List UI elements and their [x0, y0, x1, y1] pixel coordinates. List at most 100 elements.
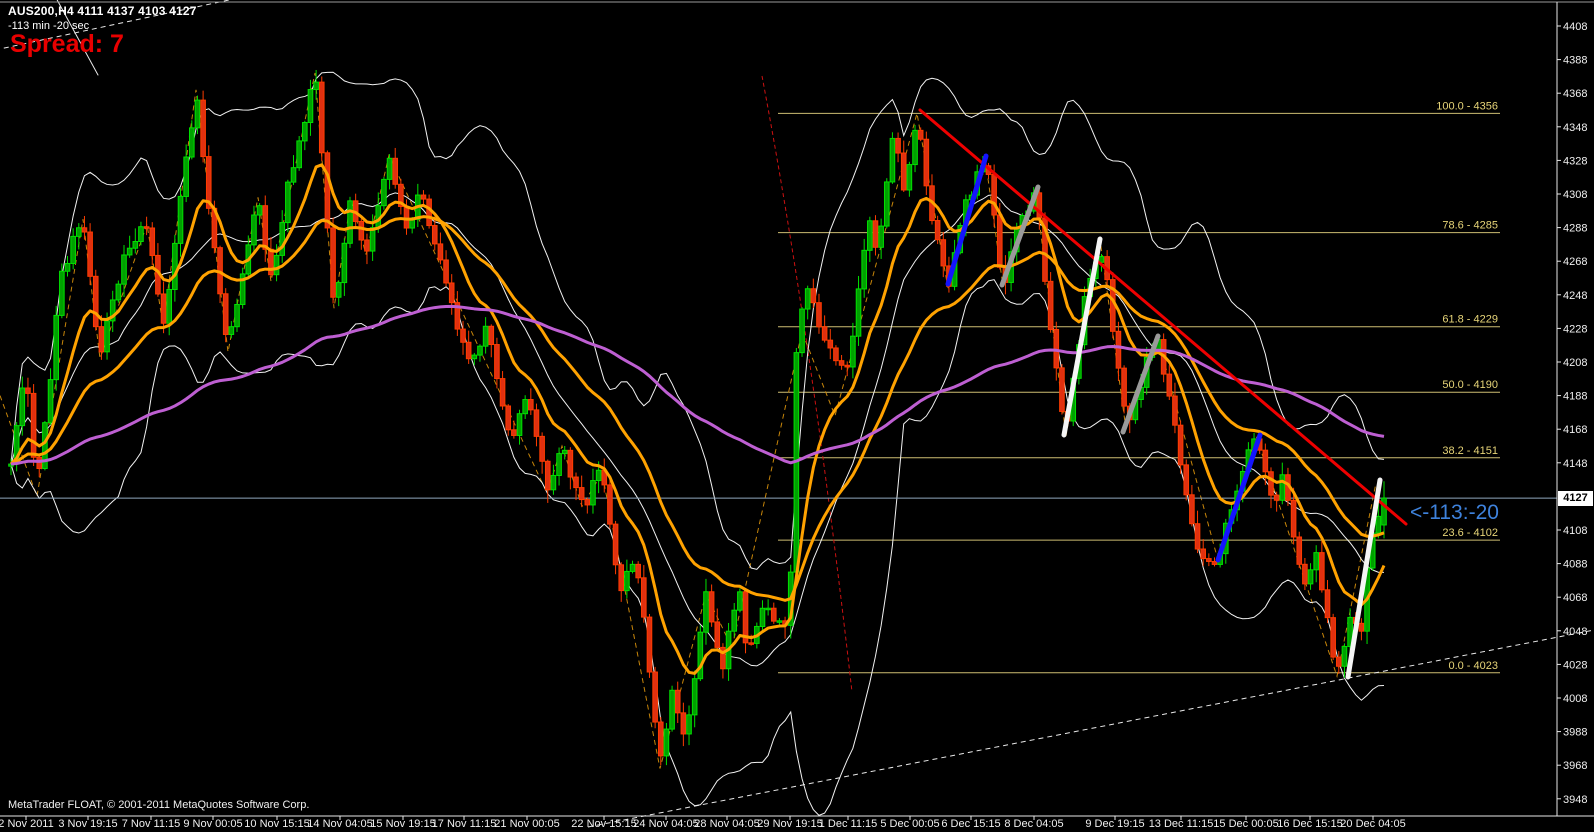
candle-bear [816, 302, 822, 328]
trendline-blue-swing-1[interactable] [945, 153, 989, 287]
time-tick-label: 17 Nov 11:15 [432, 818, 497, 830]
candle-bull [1375, 515, 1382, 534]
candle-bear [98, 326, 105, 353]
bar-countdown-timer: -113 min -20 sec [8, 20, 90, 32]
fib-level-label: 38.2 - 4151 [1442, 445, 1498, 457]
trendline-gray-swing-1[interactable] [999, 184, 1041, 288]
trendline-gray-swing-2[interactable] [1120, 333, 1161, 435]
candle-bear [398, 183, 404, 207]
symbol-title: AUS200,H4 4111 4137 4103 4127 [8, 4, 197, 18]
candle-bear [1302, 563, 1308, 585]
ema-fast-orange [9, 163, 1386, 675]
trendline-white-swing-2[interactable] [1345, 477, 1383, 680]
candle-bull [1098, 256, 1105, 263]
candle-bear [1335, 656, 1342, 667]
candle-bear [330, 227, 336, 298]
trend-objects[interactable] [55, 0, 1408, 680]
candle-bear [821, 326, 828, 341]
candle-bull [183, 156, 189, 197]
candle-bull [861, 249, 867, 290]
candle-bear [494, 344, 500, 380]
fib-level-label: 50.0 - 4190 [1442, 379, 1498, 391]
candle-bull [228, 326, 235, 335]
candle-bull [804, 288, 811, 310]
candle-bull [251, 214, 257, 246]
candle-bear [917, 129, 924, 140]
time-tick-label: 9 Dec 19:15 [1085, 818, 1144, 830]
candle-bear [612, 523, 619, 566]
candle-bear [1324, 589, 1331, 619]
trendline-white-dashed-support[interactable] [587, 629, 1594, 828]
candle-bull [256, 205, 263, 216]
price-tick-label: 4168 [1563, 424, 1587, 436]
trendline-red-downtrend[interactable] [918, 108, 1408, 526]
candle-bear [533, 409, 540, 437]
candle-bear [635, 563, 641, 579]
time-tick-label: 5 Dec 00:05 [880, 818, 939, 830]
candle-bull [115, 283, 122, 301]
trendline-blue-swing-2[interactable] [1215, 432, 1263, 563]
candle-bear [25, 387, 31, 394]
candle-bull [121, 254, 127, 285]
trendline-white-solid-topleft[interactable] [55, 0, 99, 76]
trendline-white-dashed-upper[interactable] [0, 0, 243, 50]
time-tick-label: 8 Dec 04:05 [1004, 818, 1063, 830]
price-tick-label: 3968 [1563, 760, 1587, 772]
candle-bear [222, 293, 229, 335]
candle-bull [906, 164, 913, 191]
candle-bull [686, 714, 692, 735]
candle-bear [30, 392, 37, 458]
candle-bear [1172, 395, 1178, 426]
candle-bear [838, 360, 845, 366]
candle-bear [1189, 494, 1195, 525]
time-tick-label: 6 Dec 15:15 [941, 818, 1000, 830]
candle-bear [1183, 464, 1190, 496]
candle-bear [923, 138, 930, 187]
candle-bull [624, 570, 630, 592]
time-axis[interactable]: 2 Nov 2011 3 Nov 19:15 7 Nov 11:15 9 Nov 00… [0, 816, 1406, 830]
price-tick-label: 4308 [1563, 189, 1587, 201]
candle-bull [776, 620, 783, 623]
candle-bull [172, 242, 178, 290]
candle-bear [92, 275, 99, 328]
candle-bear [844, 364, 851, 368]
candle-bear [420, 194, 427, 200]
price-tick-label: 4248 [1563, 290, 1587, 302]
candle-bull [1347, 616, 1353, 648]
candle-bull [697, 631, 704, 680]
candle-bear [149, 227, 156, 256]
price-tick-label: 4028 [1563, 659, 1587, 671]
price-tick-label: 3988 [1563, 727, 1587, 739]
candle-bear [205, 156, 212, 209]
candle-bull [477, 345, 483, 356]
red-dashed-arc[interactable] [761, 75, 853, 693]
candle-bull [335, 282, 342, 298]
time-tick-label: 16 Dec 15:15 [1277, 818, 1342, 830]
price-tick-label: 4208 [1563, 357, 1587, 369]
price-axis[interactable]: 4408 4388 4368 4348 4328 4308 4288 4268 4248 4228… [1557, 21, 1587, 806]
candle-bear [578, 487, 585, 501]
candle-bear [827, 339, 834, 349]
candle-bear [1330, 617, 1336, 658]
candle-bull [70, 235, 76, 264]
candle-bear [1047, 280, 1054, 330]
trendline-white-swing-1[interactable] [1061, 236, 1103, 438]
candle-bear [426, 198, 432, 227]
time-tick-label: 10 Nov 15:15 [244, 818, 309, 830]
candle-bear [708, 591, 715, 623]
price-tick-label: 4408 [1563, 21, 1587, 33]
candle-bull [1341, 646, 1348, 667]
candle-bear [544, 460, 551, 491]
candle-bull [177, 195, 184, 244]
candle-bull [1313, 552, 1319, 571]
time-tick-label: 1 Dec 11:15 [819, 818, 878, 830]
candle-bear [720, 646, 726, 670]
candle-bull [669, 689, 675, 730]
price-tick-label: 4148 [1563, 458, 1587, 470]
fibonacci-retracement[interactable]: 100.0 - 4356 78.6 - 4285 61.8 - 4229 50.0 -… [778, 100, 1500, 674]
candle-bear [810, 288, 817, 304]
time-tick-label: 24 Nov 04:05 [633, 818, 698, 830]
